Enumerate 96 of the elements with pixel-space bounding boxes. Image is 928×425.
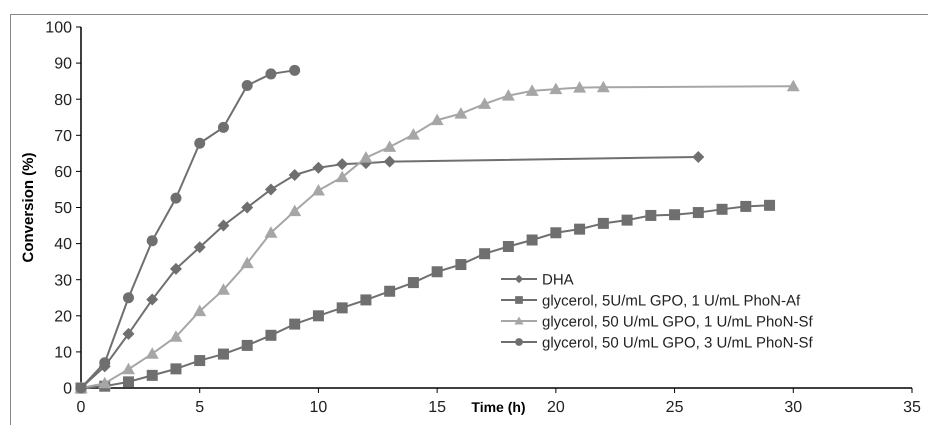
point [384, 286, 396, 297]
legend-label: glycerol, 50 U/mL GPO, 3 U/mL PhoN-Sf [542, 334, 814, 352]
point [479, 248, 490, 260]
x-tick-label: 35 [903, 399, 921, 416]
point [217, 220, 230, 232]
y-tick-label: 30 [54, 272, 72, 290]
point [194, 241, 206, 254]
point [622, 214, 633, 226]
point [312, 184, 325, 196]
point [432, 266, 443, 278]
y-tick-label: 50 [54, 200, 72, 218]
point [216, 283, 230, 295]
point [384, 156, 396, 168]
y-tick-label: 20 [54, 308, 72, 326]
x-tick-label: 0 [76, 399, 86, 416]
point [289, 318, 300, 330]
point [786, 80, 800, 92]
x-tick-label: 5 [195, 399, 204, 416]
y-tick-label: 90 [54, 56, 72, 73]
point [170, 192, 182, 204]
point [336, 302, 348, 314]
x-tick-label: 30 [784, 399, 802, 416]
point [194, 138, 206, 149]
y-tick-label: 100 [45, 20, 72, 37]
point [716, 204, 728, 215]
point [740, 200, 752, 212]
point [573, 81, 586, 93]
point [146, 294, 158, 306]
point [193, 304, 206, 316]
point [430, 114, 444, 126]
point [170, 262, 182, 275]
point [98, 376, 112, 388]
point [288, 204, 302, 216]
x-tick-label: 10 [310, 399, 328, 416]
y-axis-title: Conversion (%) [20, 152, 37, 263]
x-tick-label: 15 [428, 399, 446, 416]
point [336, 158, 348, 170]
point [502, 240, 514, 252]
point [312, 310, 324, 322]
point [218, 122, 229, 133]
point [264, 183, 277, 196]
point [645, 210, 656, 221]
y-tick-label: 80 [54, 92, 72, 109]
point [478, 97, 492, 109]
point [194, 355, 206, 366]
y-tick-label: 10 [54, 344, 72, 362]
point [169, 330, 182, 342]
point [288, 169, 301, 182]
point [146, 347, 159, 359]
point [122, 328, 134, 340]
point [455, 259, 466, 270]
point [240, 256, 254, 268]
point [764, 200, 776, 211]
x-axis-title: Time (h) [471, 399, 526, 415]
legend-label: DHA [542, 271, 574, 288]
point [242, 80, 253, 91]
point [242, 340, 253, 351]
point [692, 150, 704, 163]
point [265, 68, 276, 80]
x-tick-label: 20 [546, 399, 565, 416]
point [170, 363, 182, 374]
y-tick-label: 40 [54, 236, 72, 254]
point [454, 107, 468, 119]
point [312, 162, 324, 174]
point [146, 235, 158, 246]
point [598, 218, 609, 229]
point [383, 140, 396, 152]
legend-label: glycerol, 50 U/mL GPO, 1 U/mL PhoN-Sf [542, 313, 814, 330]
point [289, 64, 300, 76]
point [692, 207, 704, 218]
y-tick-label: 0 [63, 380, 72, 398]
point [146, 370, 158, 381]
point [574, 224, 586, 235]
point [502, 89, 515, 101]
point [406, 128, 420, 140]
point [526, 84, 539, 96]
y-tick-label: 70 [54, 128, 72, 145]
point [264, 226, 278, 238]
point [241, 202, 254, 214]
point [550, 227, 562, 238]
point [122, 292, 134, 304]
point [359, 151, 372, 163]
point [408, 277, 419, 288]
point [549, 82, 562, 94]
point [336, 170, 349, 182]
point [122, 362, 135, 374]
point [526, 234, 538, 246]
point [218, 348, 229, 360]
point [360, 294, 372, 306]
x-tick-label: 25 [666, 399, 684, 416]
point [122, 376, 134, 388]
point [596, 80, 610, 92]
legend-label: glycerol, 5U/mL GPO, 1 U/mL PhoN-Af [542, 292, 801, 310]
y-tick-label: 60 [54, 164, 72, 181]
point [265, 330, 276, 341]
point [669, 209, 680, 220]
